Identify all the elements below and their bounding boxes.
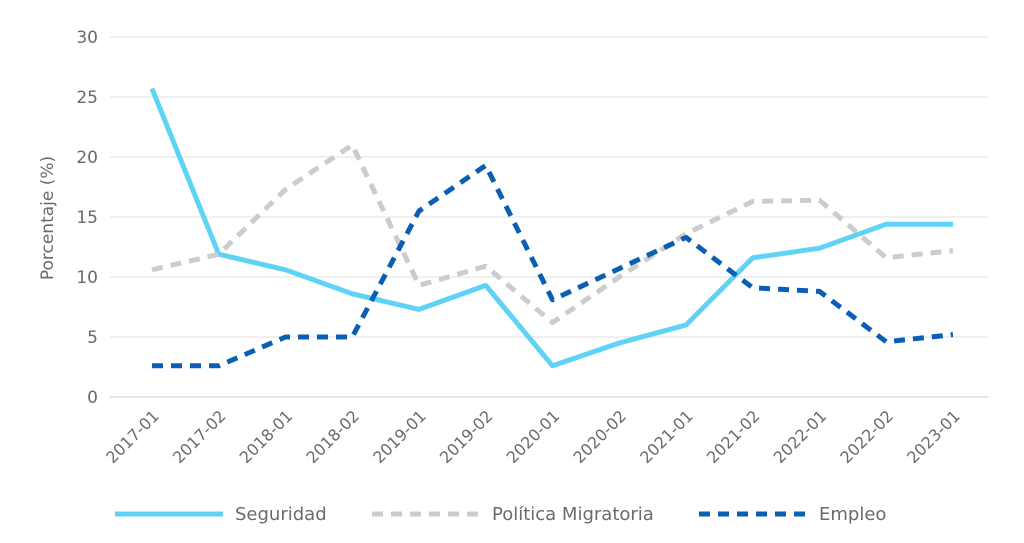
x-tick-label: 2019-01 [369, 406, 430, 467]
series-line-1 [151, 142, 954, 326]
y-axis-label: Porcentaje (%) [38, 156, 58, 280]
x-tick-label: 2021-01 [636, 406, 697, 467]
x-tick-label: 2020-01 [503, 406, 564, 467]
x-tick-label: 2018-01 [236, 406, 297, 467]
x-tick-label: 2023-01 [903, 406, 964, 467]
legend-label: Empleo [819, 504, 886, 525]
legend-label: Seguridad [235, 504, 327, 525]
legend-label: Política Migratoria [492, 504, 654, 525]
series-line-0 [149, 87, 953, 369]
x-tick-label: 2020-02 [569, 406, 630, 467]
y-tick-label: 5 [87, 328, 98, 348]
y-tick-label: 10 [76, 268, 98, 288]
x-tick-label: 2022-02 [836, 406, 897, 467]
x-tick-label: 2021-02 [703, 406, 764, 467]
x-tick-label: 2017-01 [102, 406, 163, 467]
x-tick-label: 2017-02 [169, 406, 230, 467]
y-tick-label: 30 [76, 28, 98, 48]
x-tick-label: 2018-02 [302, 406, 363, 467]
y-tick-label: 20 [76, 148, 98, 168]
x-tick-label: 2019-02 [436, 406, 497, 467]
series-line-2 [152, 162, 954, 369]
y-tick-label: 25 [76, 88, 98, 108]
y-tick-label: 0 [87, 388, 98, 408]
x-tick-label: 2022-01 [770, 406, 831, 467]
y-tick-label: 15 [76, 208, 98, 228]
